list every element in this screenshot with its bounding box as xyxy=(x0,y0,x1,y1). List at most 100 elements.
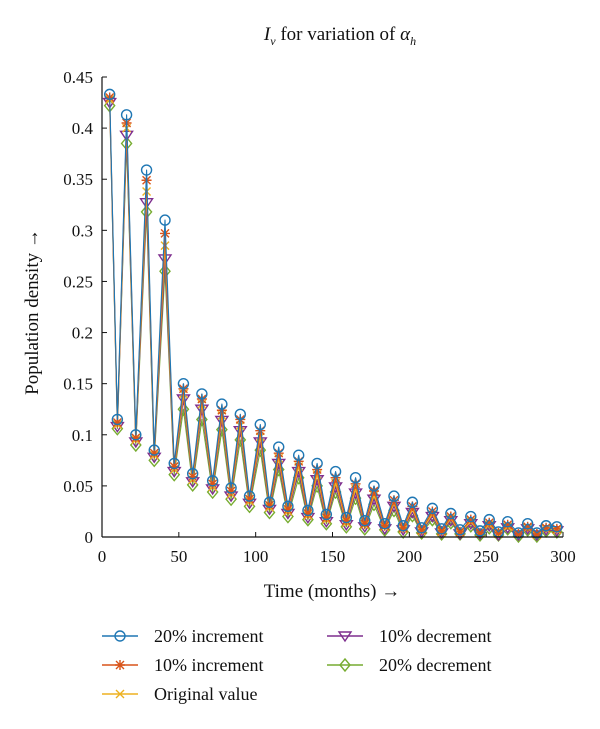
data-point-20-increment xyxy=(397,520,409,532)
data-point-20-increment xyxy=(263,496,276,508)
legend-label: 20% decrement xyxy=(379,655,491,675)
data-point-10-increment xyxy=(321,512,332,523)
data-point-10-increment xyxy=(436,525,447,536)
data-point-20-increment xyxy=(521,518,534,530)
data-point-10-increment xyxy=(513,528,524,539)
y-tick-label: 0 xyxy=(85,528,94,547)
y-axis-label: Population density → xyxy=(22,229,43,395)
data-point-10-increment xyxy=(493,527,504,538)
y-tick-label: 0.25 xyxy=(63,272,93,291)
x-tick-label: 300 xyxy=(550,547,576,566)
data-point-10-increment xyxy=(445,511,456,522)
data-point-20-increment xyxy=(130,429,142,441)
data-point-10-increment xyxy=(207,478,218,489)
data-point-20-increment xyxy=(196,388,208,400)
y-tick-label: 0.1 xyxy=(72,426,93,445)
data-point-10-increment xyxy=(502,519,513,530)
x-tick-label: 250 xyxy=(473,547,499,566)
data-point-20-increment xyxy=(435,523,448,535)
data-point-10-increment xyxy=(330,472,341,483)
x-tick-label: 50 xyxy=(170,547,187,566)
data-point-20-increment xyxy=(254,418,266,431)
legend-label: 20% increment xyxy=(154,626,263,646)
legend-item-20-increment: 20% increment xyxy=(102,626,263,646)
data-point-10-increment xyxy=(398,522,409,533)
data-point-20-increment xyxy=(349,472,362,484)
data-point-20-increment xyxy=(426,502,439,515)
data-point-20-increment xyxy=(225,482,237,494)
data-point-10-increment xyxy=(244,494,255,505)
chart-title: Iv for variation of αh xyxy=(263,24,416,48)
data-point-20-increment xyxy=(445,507,457,520)
y-tick-label: 0.35 xyxy=(63,170,93,189)
legend-marker xyxy=(115,660,125,670)
data-point-10-increment xyxy=(551,523,562,534)
series-10-increment xyxy=(104,92,562,539)
legend-item-20-decrement: 20% decrement xyxy=(327,655,491,675)
legend-marker xyxy=(115,689,125,699)
data-point-10-increment xyxy=(112,417,123,428)
data-point-10-increment xyxy=(169,461,180,472)
legend-label: 10% increment xyxy=(154,655,263,675)
data-point-20-increment xyxy=(320,508,333,521)
data-point-20-increment xyxy=(465,510,477,523)
data-point-10-increment xyxy=(541,522,552,533)
y-axis-ticks: 0 0.05 0.1 0.15 0.2 0.25 0.3 0.35 0.4 0.45 xyxy=(63,68,107,547)
data-point-20-increment xyxy=(368,480,380,492)
x-tick-label: 200 xyxy=(397,547,423,566)
data-point-20-increment xyxy=(159,214,171,226)
data-point-20-increment xyxy=(483,513,495,526)
data-point-20-increment xyxy=(216,398,228,410)
data-point-20-increment xyxy=(531,527,543,539)
x-tick-label: 150 xyxy=(320,547,346,566)
series-line-20-increment xyxy=(109,94,557,534)
y-tick-label: 0.05 xyxy=(63,477,93,496)
data-point-20-decrement xyxy=(177,402,190,417)
data-point-10-increment xyxy=(282,504,293,515)
y-tick-label: 0.2 xyxy=(72,324,93,343)
y-tick-label: 0.3 xyxy=(72,221,93,240)
data-point-20-increment xyxy=(512,527,525,539)
data-point-20-increment xyxy=(273,441,285,453)
data-point-20-increment xyxy=(329,465,342,478)
data-point-10-increment xyxy=(465,514,476,525)
plot-area xyxy=(102,88,565,544)
data-point-20-decrement xyxy=(159,264,171,279)
legend-marker xyxy=(339,657,351,673)
data-point-20-increment xyxy=(415,522,428,534)
data-point-20-increment xyxy=(474,525,486,537)
data-point-20-increment xyxy=(292,449,305,461)
data-point-10-increment xyxy=(187,471,198,482)
x-tick-label: 100 xyxy=(243,547,269,566)
series-line-10-decrement xyxy=(109,102,557,536)
data-point-20-increment xyxy=(340,511,353,524)
legend-marker xyxy=(337,631,353,643)
series-10-decrement xyxy=(102,97,565,542)
data-point-20-increment xyxy=(311,457,323,470)
data-point-10-increment xyxy=(522,521,533,532)
data-point-20-increment xyxy=(206,475,219,487)
legend-label: 10% decrement xyxy=(379,626,491,646)
legend-marker xyxy=(114,630,126,642)
data-point-10-increment xyxy=(475,527,486,538)
data-point-20-increment xyxy=(177,377,190,390)
data-point-10-increment xyxy=(312,464,323,475)
data-point-20-increment xyxy=(282,500,294,513)
data-point-20-increment xyxy=(406,496,419,508)
y-tick-label: 0.4 xyxy=(72,119,94,138)
data-point-10-increment xyxy=(484,517,495,528)
data-point-20-increment xyxy=(243,490,256,502)
data-point-20-increment xyxy=(111,413,124,426)
data-point-20-increment xyxy=(551,521,563,533)
x-axis-label: Time (months) → xyxy=(264,581,401,602)
data-point-10-increment xyxy=(302,508,313,519)
legend-label: Original value xyxy=(154,684,257,704)
data-point-20-increment xyxy=(501,515,514,528)
data-point-10-increment xyxy=(416,524,427,535)
x-tick-label: 0 xyxy=(98,547,107,566)
data-point-20-increment xyxy=(359,514,371,527)
data-point-10-increment xyxy=(293,456,304,467)
data-point-20-increment xyxy=(302,504,314,517)
data-point-10-increment xyxy=(359,518,370,529)
